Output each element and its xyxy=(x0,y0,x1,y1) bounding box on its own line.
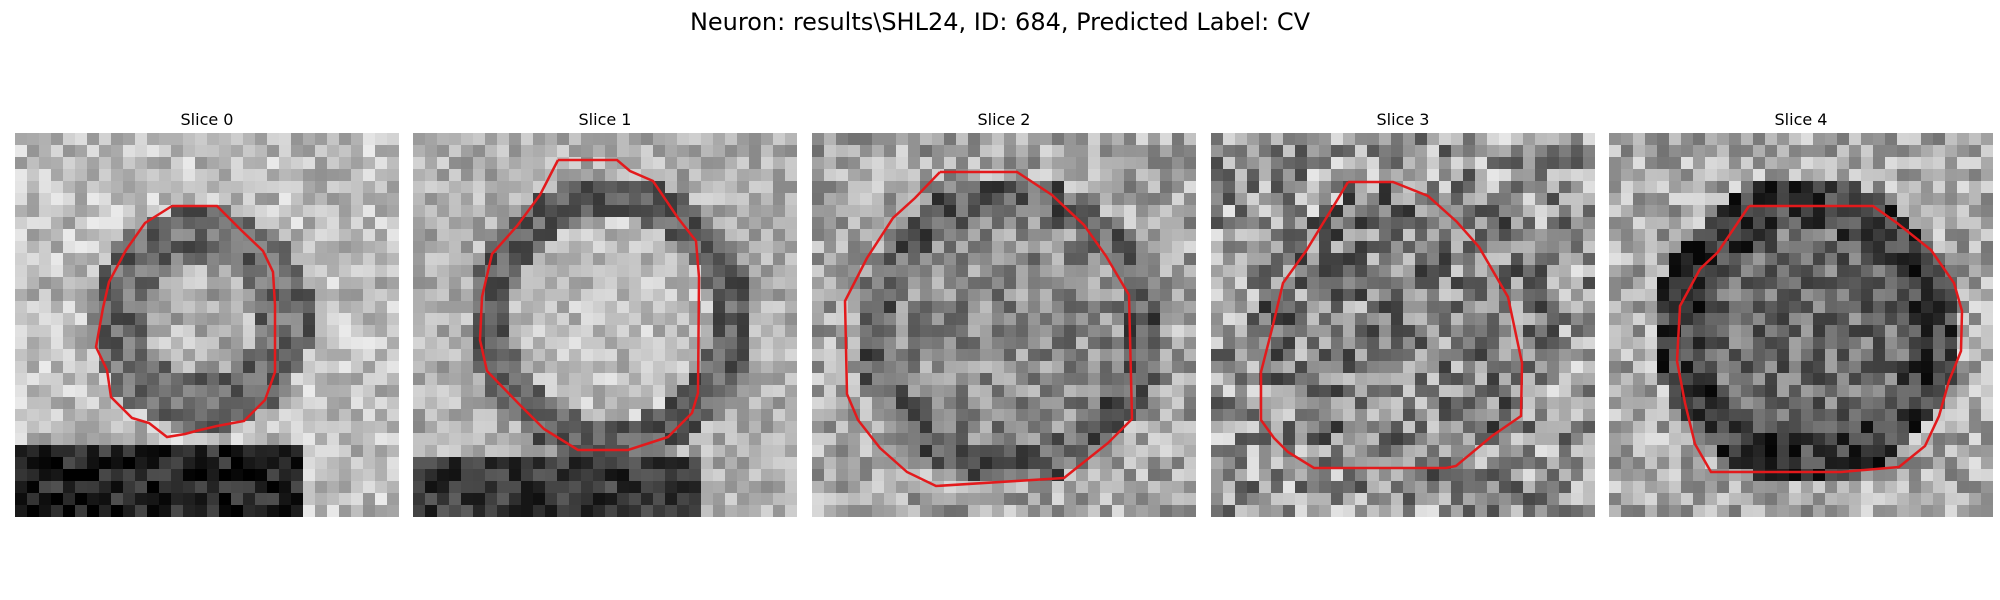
figure-title: Neuron: results\SHL24, ID: 684, Predicte… xyxy=(689,8,1311,36)
slice-image-4 xyxy=(1609,133,1993,517)
slice-title-4: Slice 4 xyxy=(1774,110,1828,129)
slice-pixels-4 xyxy=(1609,133,1993,517)
slice-title-1: Slice 1 xyxy=(578,110,632,129)
contour-outline-0 xyxy=(94,204,277,439)
slice-image-1 xyxy=(413,133,797,517)
slice-title-0: Slice 0 xyxy=(180,110,234,129)
slice-image-2 xyxy=(812,133,1196,517)
contour-outline-1 xyxy=(478,158,701,452)
slice-pixels-2 xyxy=(812,133,1196,517)
slice-title-3: Slice 3 xyxy=(1376,110,1430,129)
slice-pixels-0 xyxy=(15,133,399,517)
slice-pixels-3 xyxy=(1211,133,1595,517)
contour-outline-2 xyxy=(843,170,1134,488)
slice-panel-4: Slice 4 xyxy=(1609,107,1993,517)
slice-image-3 xyxy=(1211,133,1595,517)
slice-panel-1: Slice 1 xyxy=(413,107,797,517)
contour-outline-3 xyxy=(1259,180,1524,470)
slice-pixels-1 xyxy=(413,133,797,517)
contour-outline-4 xyxy=(1675,204,1964,474)
slice-title-2: Slice 2 xyxy=(977,110,1031,129)
slice-contour-0 xyxy=(94,204,277,439)
slice-panel-2: Slice 2 xyxy=(812,107,1196,517)
slice-panel-0: Slice 0 xyxy=(15,107,399,517)
slice-contour-1 xyxy=(478,158,701,452)
slice-contour-2 xyxy=(843,170,1134,488)
slice-contour-3 xyxy=(1259,180,1524,470)
slice-panel-3: Slice 3 xyxy=(1211,107,1595,517)
slice-contour-4 xyxy=(1675,204,1964,474)
slice-image-0 xyxy=(15,133,399,517)
